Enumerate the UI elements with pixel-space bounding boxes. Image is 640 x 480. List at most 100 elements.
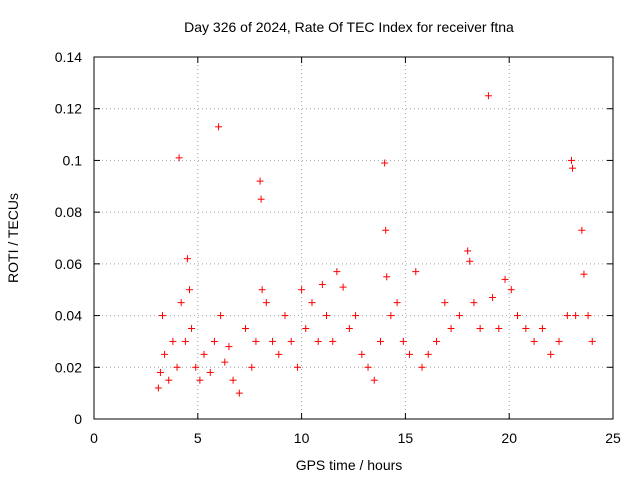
data-point	[318, 281, 326, 289]
y-tick-labels: 0 0.02 0.04 0.06 0.08 0.1 0.12 0.14	[55, 49, 82, 427]
data-point	[547, 350, 555, 358]
data-point	[329, 337, 337, 345]
data-point	[275, 350, 283, 358]
x-tick-labels: 0 5 10 15 20 25	[90, 430, 621, 446]
data-point	[256, 177, 264, 185]
data-point	[466, 257, 474, 265]
y-tick-label: 0.14	[55, 49, 82, 65]
data-point	[161, 350, 169, 358]
data-point	[484, 92, 492, 100]
data-point	[555, 337, 563, 345]
y-tick-label: 0.08	[55, 204, 82, 220]
data-point	[302, 325, 310, 332]
data-point	[370, 376, 378, 384]
data-point	[206, 368, 214, 376]
y-tick-label: 0	[74, 411, 82, 427]
y-tick-label: 0.04	[55, 308, 82, 324]
data-point	[441, 299, 449, 307]
data-point	[489, 293, 497, 301]
data-point	[159, 312, 167, 320]
data-point	[188, 325, 196, 332]
data-point	[470, 299, 478, 307]
data-point	[217, 312, 225, 320]
data-point	[447, 325, 455, 332]
data-point	[387, 312, 395, 320]
x-tick-label: 15	[398, 430, 414, 446]
data-point	[252, 337, 260, 345]
y-axis-title: ROTI / TECUs	[5, 193, 21, 283]
data-point	[225, 343, 233, 351]
data-point	[281, 312, 289, 320]
data-point	[333, 268, 341, 276]
data-point	[215, 123, 223, 131]
data-point	[314, 337, 322, 345]
data-point	[580, 270, 588, 278]
data-point	[181, 337, 189, 345]
data-point	[584, 312, 592, 320]
data-point	[393, 299, 401, 307]
data-point	[248, 363, 256, 371]
data-point	[569, 164, 577, 172]
data-point	[173, 363, 181, 371]
data-point	[154, 384, 162, 392]
data-point	[262, 299, 270, 307]
data-point	[165, 376, 173, 384]
chart-title: Day 326 of 2024, Rate Of TEC Index for r…	[184, 19, 514, 35]
x-tick-label: 25	[605, 430, 621, 446]
data-point	[229, 376, 237, 384]
data-point	[183, 255, 191, 263]
data-point	[242, 325, 250, 332]
data-point	[298, 286, 306, 294]
data-point	[308, 299, 316, 307]
data-point	[323, 312, 331, 320]
x-tick-label: 0	[90, 430, 98, 446]
x-tick-label: 10	[294, 430, 310, 446]
data-point	[257, 195, 265, 203]
data-point	[424, 350, 432, 358]
data-point	[192, 363, 200, 371]
data-point	[235, 389, 243, 397]
data-point	[455, 312, 463, 320]
data-point	[287, 337, 295, 345]
data-point	[530, 337, 538, 345]
data-point	[399, 337, 407, 345]
plot-frame	[93, 56, 614, 420]
data-point	[464, 247, 472, 255]
data-point	[269, 337, 277, 345]
data-point	[381, 159, 389, 167]
data-point	[293, 363, 301, 371]
data-point	[476, 325, 484, 332]
data-point	[567, 156, 575, 164]
grid	[94, 57, 613, 419]
data-point	[196, 376, 204, 384]
data-point	[406, 350, 414, 358]
data-marks	[154, 92, 596, 397]
data-point	[175, 154, 183, 162]
data-point	[345, 325, 353, 332]
x-tick-label: 5	[194, 430, 202, 446]
data-point	[418, 363, 426, 371]
data-point	[352, 312, 360, 320]
data-point	[563, 312, 571, 320]
data-point	[382, 226, 390, 234]
axis-ticks	[93, 56, 614, 420]
data-point	[258, 286, 266, 294]
data-point	[588, 337, 596, 345]
data-point	[185, 286, 193, 294]
data-point	[522, 325, 530, 332]
data-point	[514, 312, 522, 320]
data-point	[433, 337, 441, 345]
x-axis-title: GPS time / hours	[296, 457, 403, 473]
data-point	[501, 275, 509, 283]
y-tick-label: 0.12	[55, 101, 82, 117]
data-point	[495, 325, 503, 332]
data-point	[200, 350, 208, 358]
data-point	[572, 312, 580, 320]
data-point	[358, 350, 366, 358]
data-point	[376, 337, 384, 345]
data-point	[156, 368, 164, 376]
data-point	[412, 268, 420, 276]
y-tick-label: 0.1	[63, 152, 83, 168]
